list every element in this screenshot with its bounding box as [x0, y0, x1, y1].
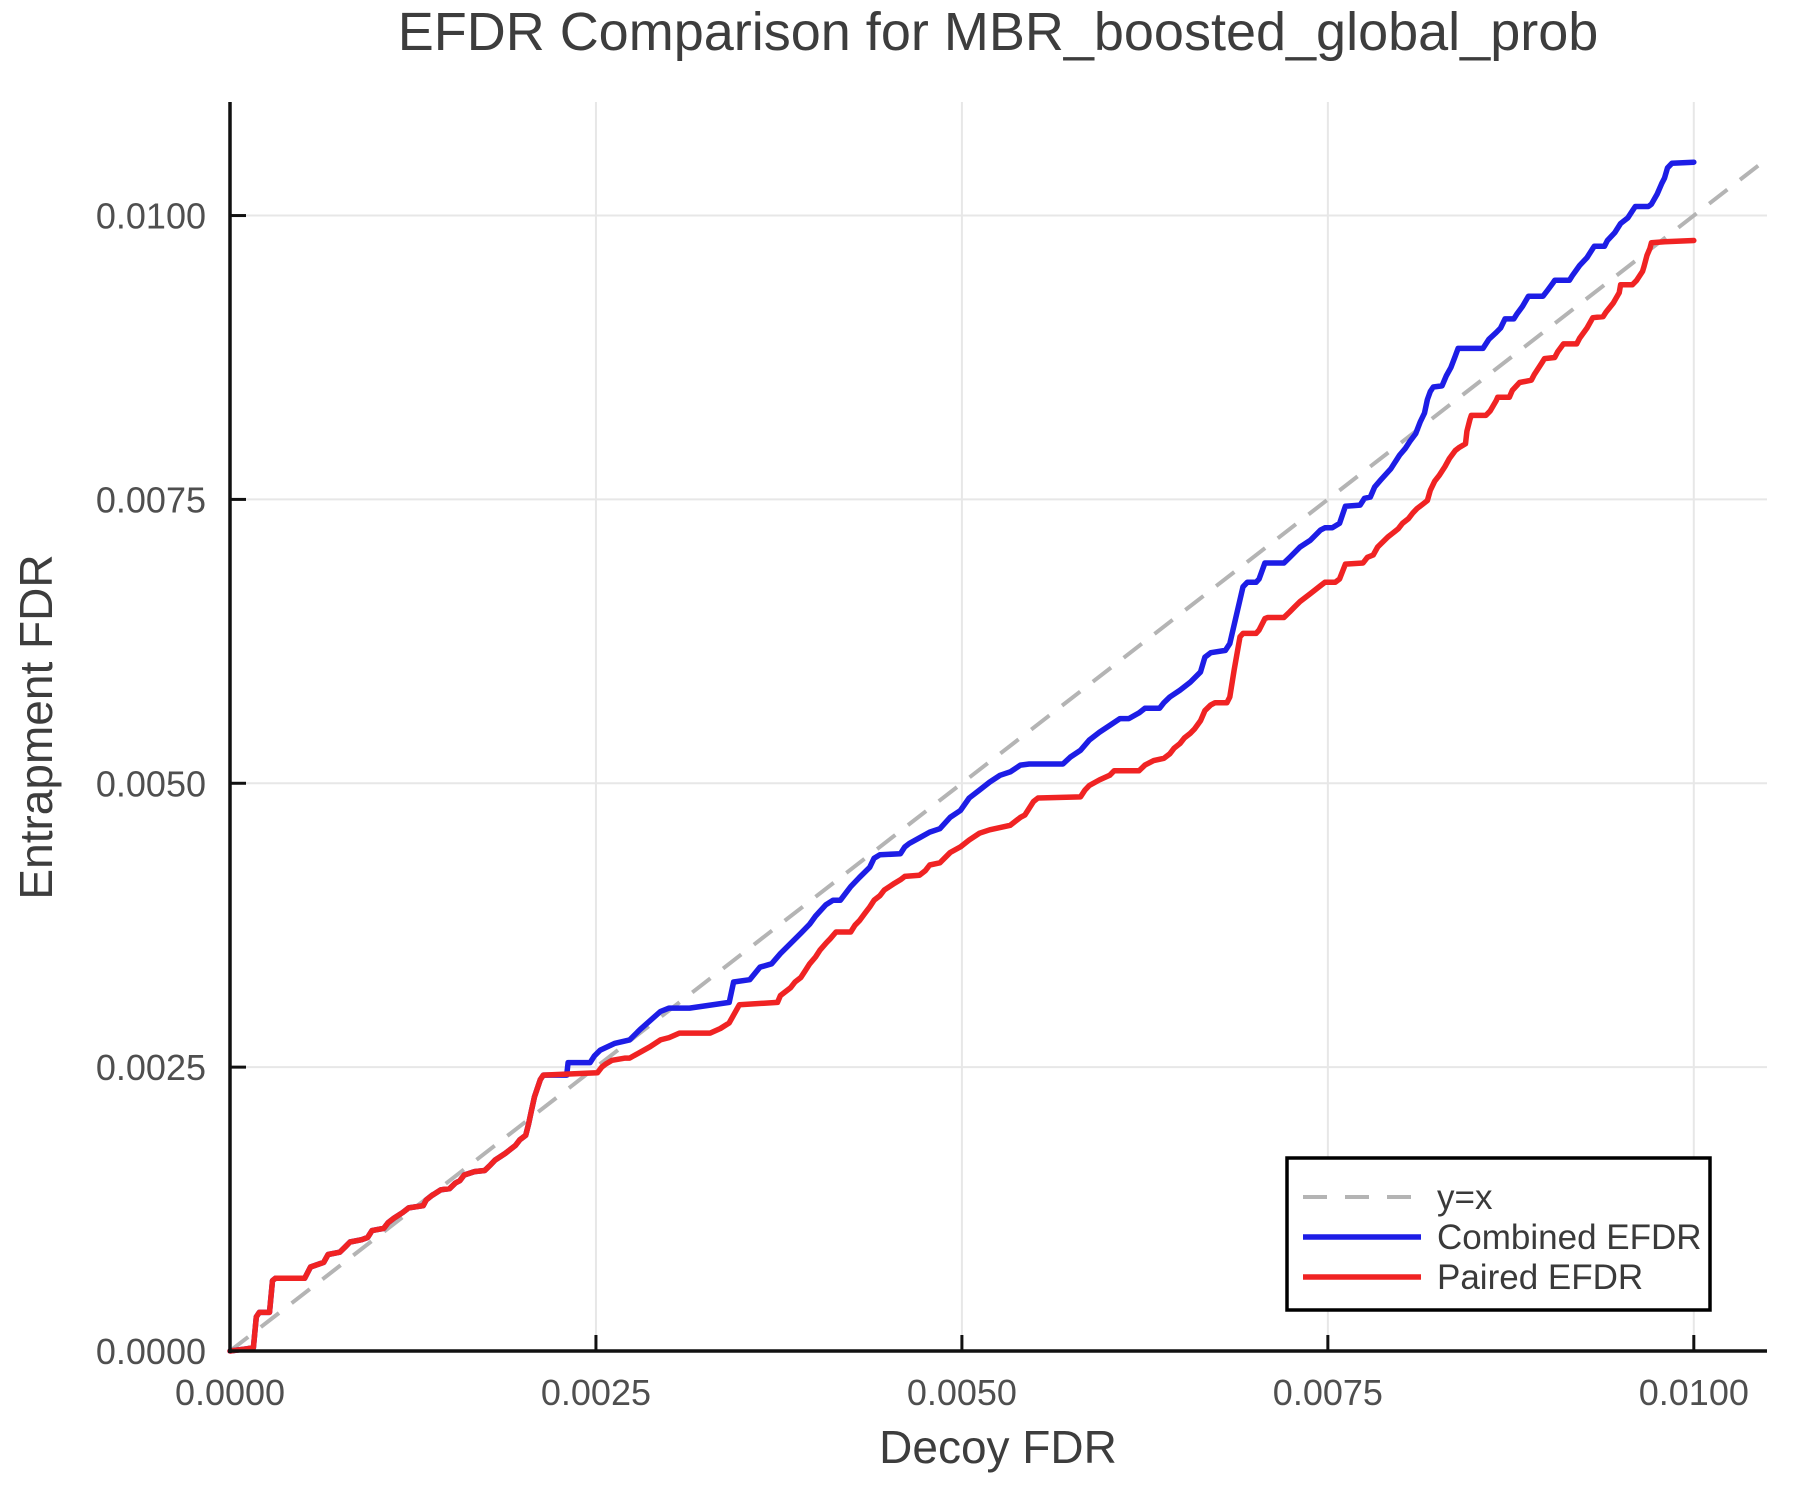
y-tick-label: 0.0050 [96, 763, 206, 804]
legend-label-combined: Combined EFDR [1437, 1218, 1702, 1257]
legend-label-paired: Paired EFDR [1437, 1258, 1643, 1297]
y-tick-label: 0.0100 [96, 196, 206, 237]
paired-efdr-line [227, 237, 1697, 1354]
plot-layers: 0.0000 0.0025 0.0050 0.0075 0.0100 0.0000 0.00… [96, 102, 1769, 1413]
legend-item-identity: y=x [1303, 1178, 1493, 1217]
legend-label-identity: y=x [1437, 1178, 1493, 1217]
chart-title: EFDR Comparison for MBR_boosted_global_p… [398, 2, 1599, 62]
legend-item-combined: Combined EFDR [1303, 1218, 1702, 1257]
legend-box [1285, 1156, 1712, 1312]
x-tick-label: 0.0100 [1639, 1372, 1749, 1413]
x-tick-label: 0.0050 [907, 1372, 1017, 1413]
legend-item-paired: Paired EFDR [1303, 1258, 1643, 1297]
y-tick-label: 0.0075 [96, 479, 206, 520]
x-axis-label: Decoy FDR [879, 1421, 1117, 1473]
x-tick-label: 0.0025 [541, 1372, 651, 1413]
x-tick-label: 0.0000 [175, 1372, 285, 1413]
x-tick-label: 0.0075 [1273, 1372, 1383, 1413]
legend: y=x Combined EFDR Paired EFDR [1285, 1156, 1712, 1312]
identity-line [228, 157, 1769, 1353]
y-tick-label: 0.0000 [96, 1331, 206, 1372]
y-axis-label: Entrapment FDR [10, 554, 62, 899]
y-tick-label: 0.0025 [96, 1047, 206, 1088]
